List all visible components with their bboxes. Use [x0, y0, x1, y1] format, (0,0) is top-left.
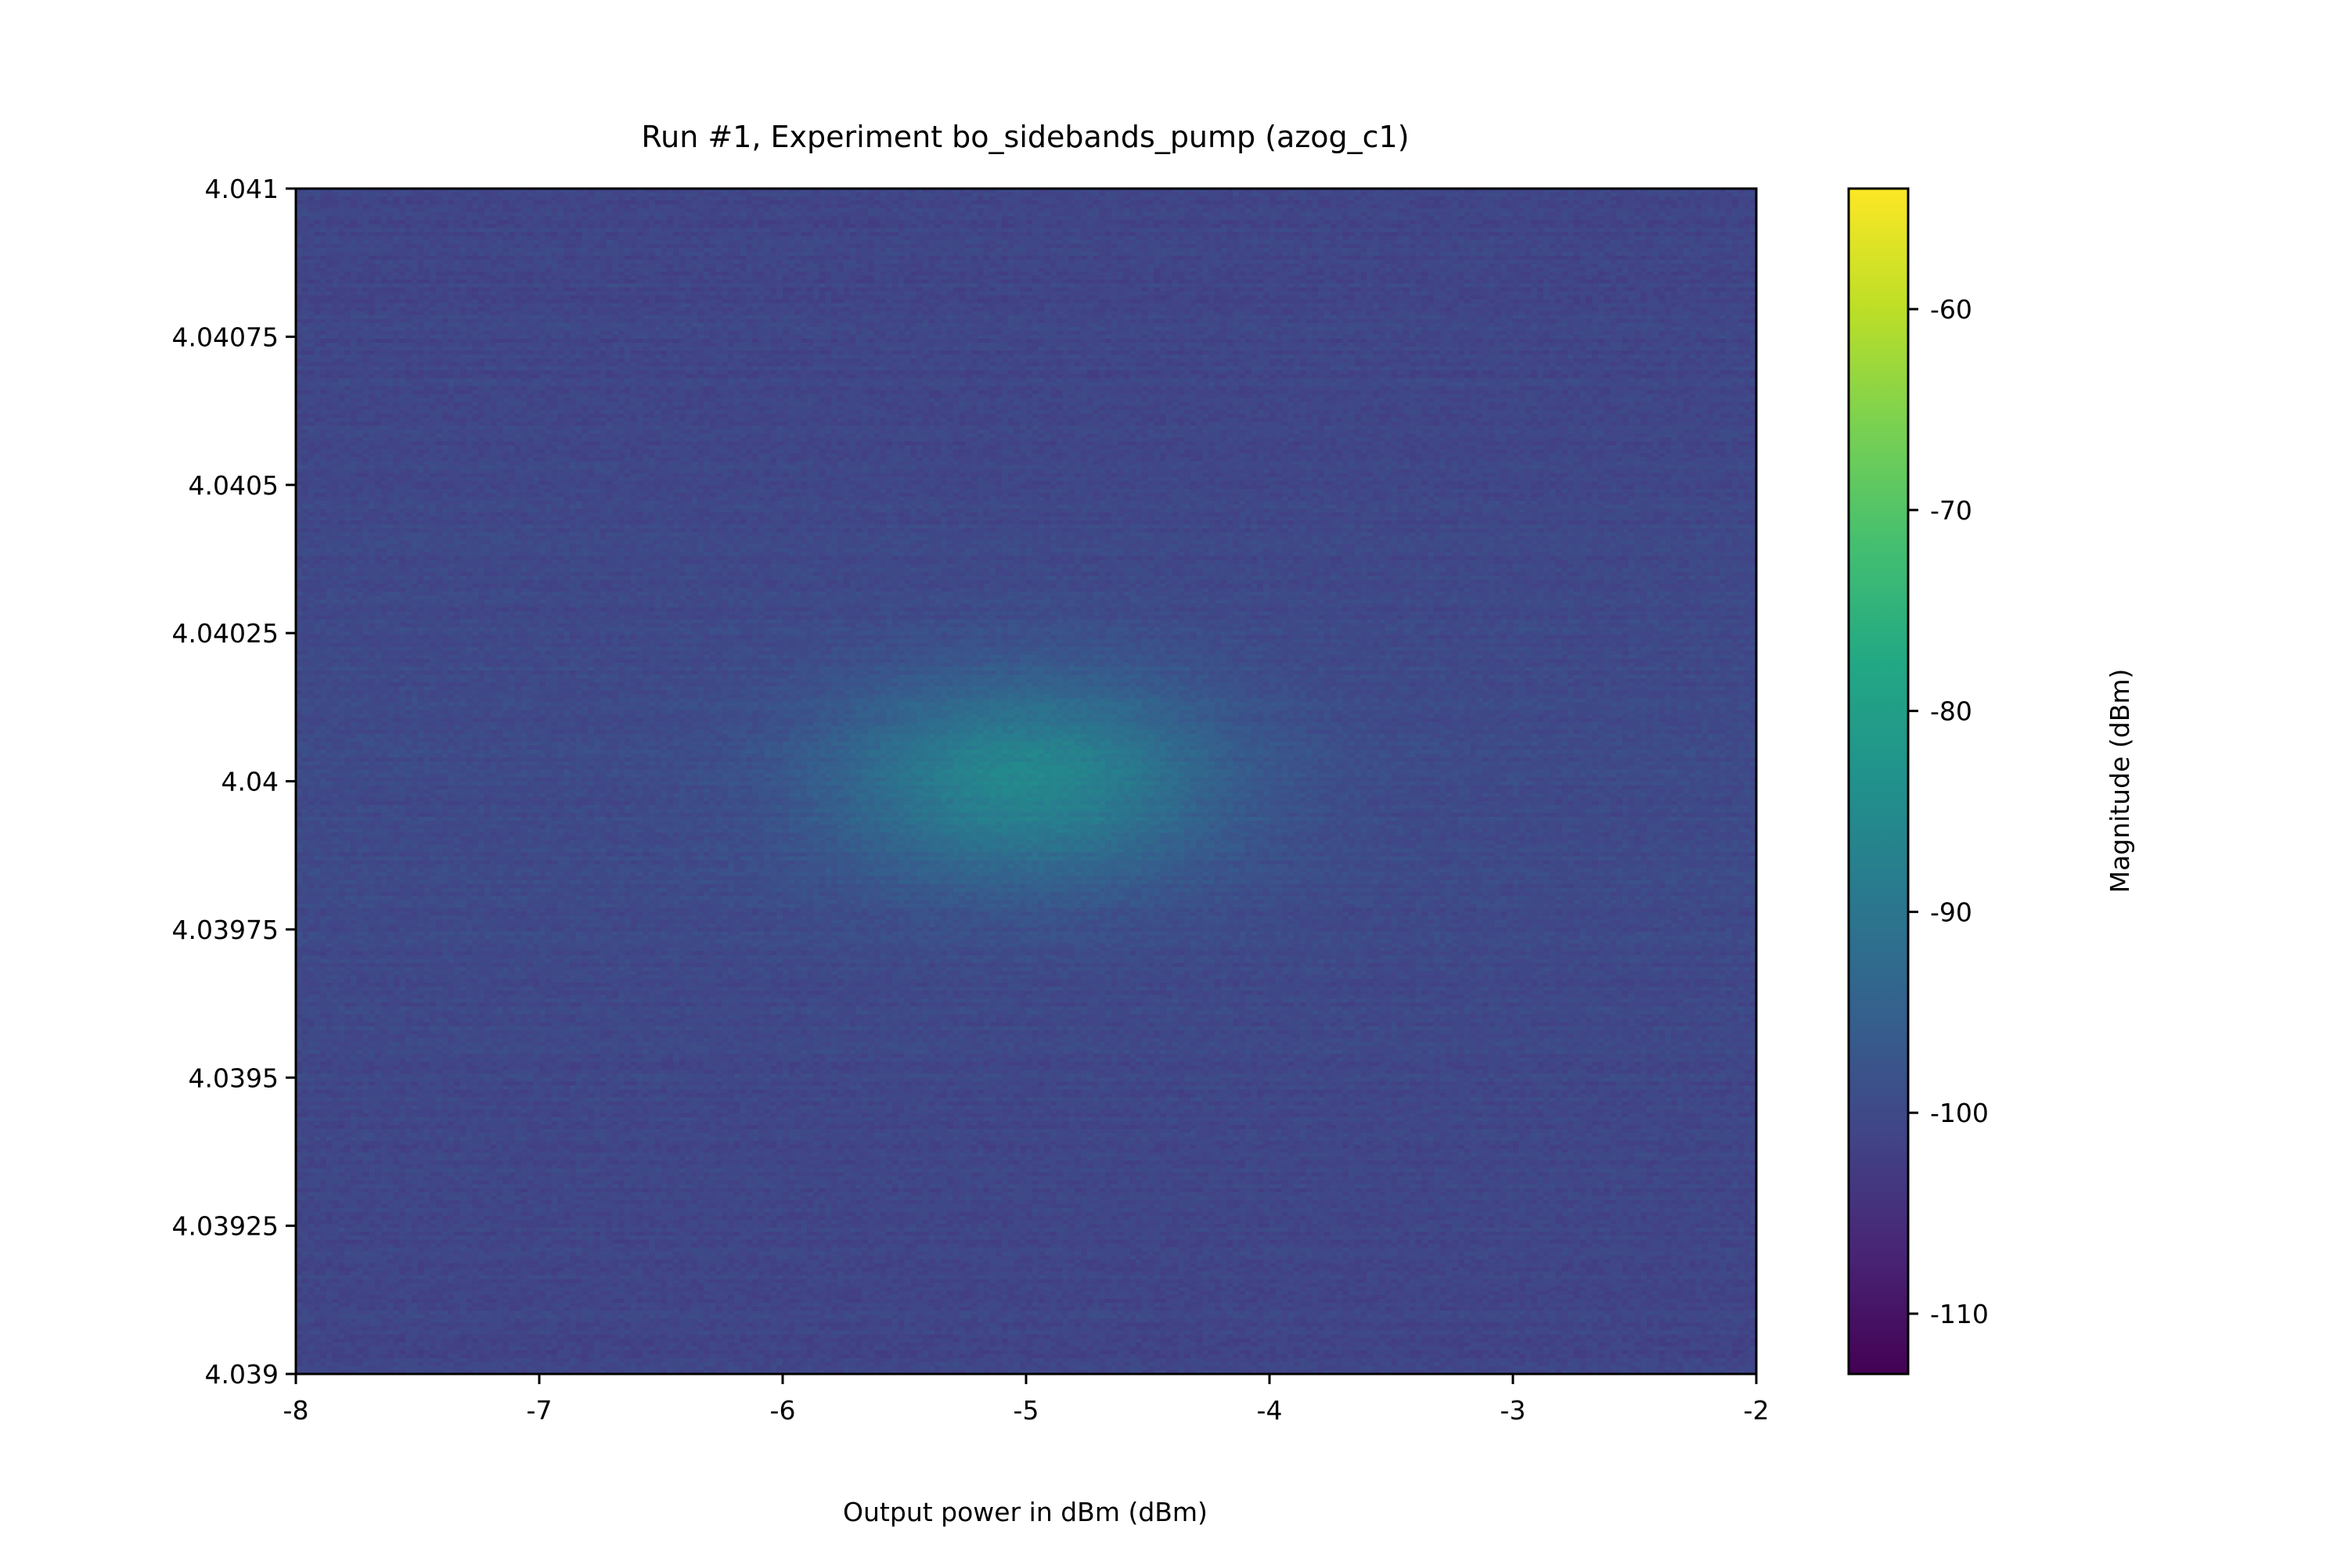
x-tick-label: -3 — [1500, 1395, 1526, 1426]
colorbar — [1849, 189, 1908, 1374]
x-axis: -8 -7 -6 -5 -4 -3 -2 — [283, 1374, 1770, 1426]
colorbar-label: Magnitude (dBm) — [2105, 669, 2135, 894]
y-tick-label: 4.03975 — [172, 915, 279, 945]
x-tick-label: -2 — [1744, 1395, 1770, 1426]
y-tick-label: 4.03925 — [172, 1211, 279, 1242]
colorbar-tick-label: -70 — [1930, 495, 1972, 526]
y-tick-label: 4.041 — [205, 174, 279, 204]
x-tick-label: -8 — [283, 1395, 309, 1426]
y-axis: 4.039 4.03925 4.0395 4.03975 4.04 4.04025 4.04… — [172, 174, 296, 1390]
colorbar-tick-label: -80 — [1930, 696, 1972, 727]
x-tick-label: -5 — [1014, 1395, 1039, 1426]
colorbar-tick-label: -60 — [1930, 294, 1972, 325]
colorbar-tick-label: -90 — [1930, 897, 1972, 927]
y-tick-label: 4.04025 — [172, 618, 279, 649]
y-tick-label: 4.0395 — [189, 1063, 279, 1093]
y-tick-label: 4.04 — [221, 767, 279, 797]
x-tick-label: -6 — [770, 1395, 796, 1426]
colorbar-tick-label: -100 — [1930, 1098, 1989, 1128]
x-tick-label: -4 — [1257, 1395, 1283, 1426]
colorbar-axis: -110 -100 -90 -80 -70 -60 — [1908, 294, 1989, 1329]
heatmap-image — [296, 189, 1757, 1375]
x-tick-label: -7 — [527, 1395, 553, 1426]
chart-title: Run #1, Experiment bo_sidebands_pump (az… — [641, 120, 1409, 154]
x-axis-label: Output power in dBm (dBm) — [843, 1497, 1208, 1527]
y-tick-label: 4.039 — [205, 1359, 279, 1390]
colorbar-tick-label: -110 — [1930, 1299, 1989, 1329]
y-tick-label: 4.0405 — [189, 470, 279, 501]
y-tick-label: 4.04075 — [172, 322, 279, 352]
